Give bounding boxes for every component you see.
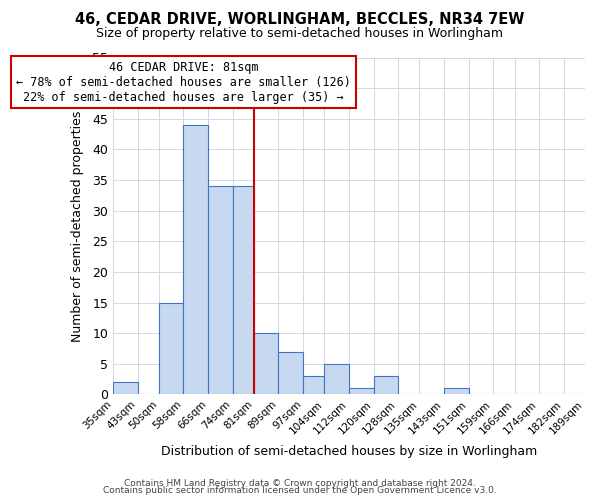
Y-axis label: Number of semi-detached properties: Number of semi-detached properties xyxy=(71,110,84,342)
X-axis label: Distribution of semi-detached houses by size in Worlingham: Distribution of semi-detached houses by … xyxy=(161,444,537,458)
Bar xyxy=(113,382,137,394)
Bar xyxy=(325,364,349,394)
Text: Contains public sector information licensed under the Open Government Licence v3: Contains public sector information licen… xyxy=(103,486,497,495)
Bar xyxy=(233,186,254,394)
Bar xyxy=(374,376,398,394)
Bar xyxy=(303,376,325,394)
Bar xyxy=(278,352,303,395)
Bar xyxy=(444,388,469,394)
Bar xyxy=(159,302,184,394)
Text: 46 CEDAR DRIVE: 81sqm
← 78% of semi-detached houses are smaller (126)
22% of sem: 46 CEDAR DRIVE: 81sqm ← 78% of semi-deta… xyxy=(16,60,351,104)
Bar xyxy=(349,388,374,394)
Bar xyxy=(184,125,208,394)
Bar xyxy=(254,333,278,394)
Bar xyxy=(208,186,233,394)
Text: 46, CEDAR DRIVE, WORLINGHAM, BECCLES, NR34 7EW: 46, CEDAR DRIVE, WORLINGHAM, BECCLES, NR… xyxy=(76,12,524,28)
Text: Size of property relative to semi-detached houses in Worlingham: Size of property relative to semi-detach… xyxy=(97,28,503,40)
Text: Contains HM Land Registry data © Crown copyright and database right 2024.: Contains HM Land Registry data © Crown c… xyxy=(124,478,476,488)
